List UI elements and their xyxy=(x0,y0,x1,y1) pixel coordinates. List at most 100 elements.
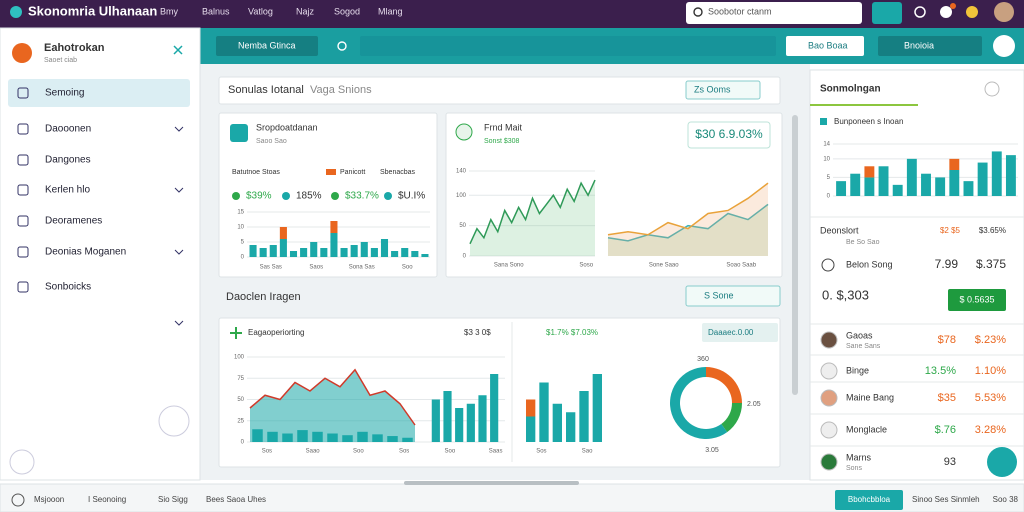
h-scrollbar xyxy=(404,481,579,485)
nav-item[interactable]: Vatlog xyxy=(248,6,273,16)
legend-item: Bunponeen s Inoan xyxy=(834,117,903,126)
line xyxy=(469,179,596,245)
plus-icon xyxy=(230,327,242,339)
bar xyxy=(566,412,576,442)
y-tick-label: 10 xyxy=(823,156,830,162)
bar xyxy=(289,251,298,257)
dropdown-label: Daaaec.0.00 xyxy=(708,328,754,337)
donut-label: 2.05 xyxy=(747,401,761,408)
bar xyxy=(850,173,861,196)
sidebar-item[interactable]: Daooonen xyxy=(45,124,91,135)
panel-toggle[interactable] xyxy=(984,81,1000,97)
bar xyxy=(949,158,960,170)
avatar[interactable] xyxy=(994,2,1014,22)
nav-item[interactable]: Najz xyxy=(296,6,315,16)
bar xyxy=(320,248,328,257)
card-subtitle: Sonst $308 xyxy=(484,138,520,145)
search-icon xyxy=(693,7,703,17)
y-tick-label: 10 xyxy=(237,225,244,231)
sidebar-item[interactable]: Kerlen hlo xyxy=(45,185,90,196)
chevron xyxy=(174,126,184,132)
user-btn[interactable] xyxy=(993,35,1015,57)
action-button[interactable] xyxy=(948,289,1006,311)
sidebar-subtitle: Saoet ciab xyxy=(44,57,77,64)
stat-value: $33.7% xyxy=(345,191,379,202)
sidebar-logo xyxy=(12,43,32,63)
bar xyxy=(526,416,536,442)
sidebar-item[interactable]: Semoing xyxy=(45,88,84,99)
bar xyxy=(431,399,440,442)
settings-icon[interactable] xyxy=(914,6,926,18)
nav-icon xyxy=(17,246,29,258)
search-box[interactable] xyxy=(686,2,862,24)
floating-btn[interactable] xyxy=(158,405,190,437)
list-name: Maine Bang xyxy=(846,392,894,402)
dropdown[interactable] xyxy=(685,80,761,100)
y-tick-label: 75 xyxy=(237,376,244,382)
section-title: Sonulas Iotanal xyxy=(228,84,304,96)
legend-item: Batutnoe Stoas xyxy=(232,169,280,176)
row-icon xyxy=(820,453,838,471)
bar xyxy=(963,181,974,196)
sidebar-item[interactable]: Sonboicks xyxy=(45,282,91,293)
bar xyxy=(370,248,378,257)
dropdown[interactable] xyxy=(685,285,781,307)
search-icon xyxy=(337,41,347,51)
bar xyxy=(421,254,429,257)
status-button-label: Bbohcbbloa xyxy=(848,495,891,504)
bar xyxy=(279,227,287,239)
donut-slice xyxy=(721,403,742,433)
sidebar-item[interactable]: Dangones xyxy=(45,155,91,166)
collapse-btn[interactable] xyxy=(9,449,35,475)
shield-btn[interactable] xyxy=(872,2,902,24)
panel-title: Sonmolngan xyxy=(820,84,881,95)
bar xyxy=(330,221,338,233)
dropdown[interactable] xyxy=(702,323,778,342)
section-subtitle: Vaga Snions xyxy=(310,84,372,96)
status-button[interactable] xyxy=(835,490,903,510)
bar xyxy=(443,391,452,442)
bar xyxy=(921,173,931,196)
chevron xyxy=(174,249,184,255)
nav-item[interactable]: Balnus xyxy=(202,6,230,16)
area xyxy=(608,204,768,256)
summary-value: $3.65% xyxy=(979,226,1006,235)
search-button-label: Nemba Gtinca xyxy=(238,40,296,50)
legend-swatch xyxy=(326,169,336,175)
chat-fab[interactable] xyxy=(987,447,1017,477)
bar xyxy=(878,166,889,196)
nav-item[interactable]: Mlang xyxy=(378,6,403,16)
y-tick-label: 0 xyxy=(241,255,245,261)
bar xyxy=(300,248,308,257)
scrollbar xyxy=(792,115,798,395)
x-tick-label: Sas Sas xyxy=(260,265,282,271)
list-sub: Sane Sans xyxy=(846,343,881,350)
list-value: 1.10% xyxy=(975,365,1006,377)
button[interactable] xyxy=(878,36,982,56)
y-tick-label: 0 xyxy=(463,254,467,260)
legend-item: Sbenacbas xyxy=(380,169,416,176)
list-value: $78 xyxy=(938,334,956,346)
card-title: Eagaoperiorting xyxy=(248,328,304,337)
notification-icon[interactable] xyxy=(940,6,952,18)
theme-icon[interactable] xyxy=(966,6,978,18)
clock-icon xyxy=(821,258,835,272)
nav-item[interactable]: Bmy xyxy=(160,6,179,16)
donut-slice xyxy=(706,367,742,403)
bar xyxy=(401,248,409,257)
search-button[interactable] xyxy=(216,36,318,56)
y-tick-label: 14 xyxy=(823,142,830,148)
nav-item[interactable]: Sogod xyxy=(334,6,360,16)
x-tick-label: Sos xyxy=(536,449,546,455)
nav-icon xyxy=(17,123,29,135)
bar xyxy=(991,151,1002,196)
sidebar-item[interactable]: Deonias Moganen xyxy=(45,247,126,258)
sidebar-item[interactable]: Deoramenes xyxy=(45,216,102,227)
bar xyxy=(391,251,399,257)
big-value: 0. $,303 xyxy=(822,287,869,302)
list-value: 5.53% xyxy=(975,392,1006,404)
button[interactable] xyxy=(786,36,864,56)
bar xyxy=(592,374,602,442)
row-icon xyxy=(820,362,838,380)
